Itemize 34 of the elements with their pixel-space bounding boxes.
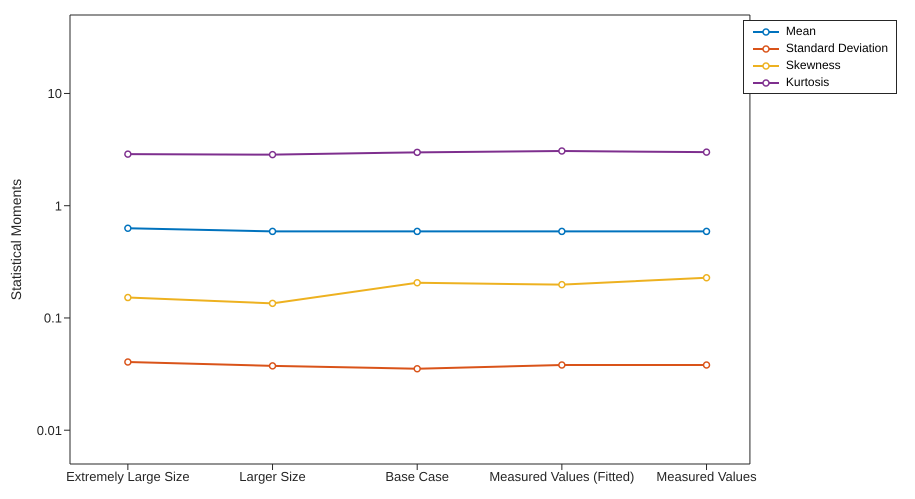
point [702, 148, 710, 156]
legend-label: Skewness [786, 57, 841, 74]
y-tick-label: 0.01 [36, 422, 62, 438]
point [268, 150, 276, 158]
point [268, 228, 276, 236]
y-axis-title: Statistical Moments [8, 178, 24, 300]
legend-label: Mean [786, 23, 816, 40]
legend-label: Standard Deviation [786, 40, 888, 57]
y-tick-label: 10 [48, 86, 62, 102]
x-tick-label: Measured Values [656, 469, 758, 484]
y-tick-label: 1 [54, 198, 62, 214]
point [558, 147, 566, 155]
point [124, 294, 132, 302]
point [268, 362, 276, 370]
x-tick-label: Extremely Large Size [66, 469, 190, 484]
x-tick-label: Base Case [385, 469, 449, 484]
point [413, 364, 421, 372]
point [413, 148, 421, 156]
point [558, 361, 566, 369]
point [124, 150, 132, 158]
point [413, 278, 421, 286]
point [413, 228, 421, 236]
legend-label: Kurtosis [786, 74, 830, 91]
point [702, 274, 710, 282]
point [702, 228, 710, 236]
point [558, 228, 566, 236]
x-tick-label: Larger Size [239, 469, 306, 484]
point [558, 280, 566, 288]
y-tick-label: 0.1 [44, 310, 62, 326]
point [268, 300, 276, 308]
point [124, 358, 132, 366]
point [702, 361, 710, 369]
x-tick-label: Measured Values (Fitted) [489, 469, 634, 484]
point [124, 224, 132, 232]
